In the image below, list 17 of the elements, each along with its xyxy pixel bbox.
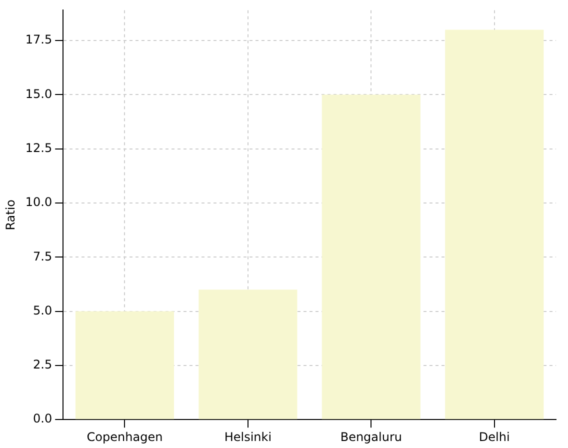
y-tick-label: 2.5 [33,358,52,372]
x-tick-label: Bengaluru [340,430,402,444]
y-tick-label: 10.0 [25,195,52,210]
bar [445,30,544,420]
bar [75,311,174,420]
y-tick-label: 7.5 [33,249,52,264]
y-axis-title: Ratio [3,199,18,230]
y-tick-label: 15.0 [25,86,52,101]
x-tick-label: Helsinki [224,430,272,444]
bar [322,94,420,420]
y-tick-label: 0.0 [33,412,52,426]
y-tick-label: 5.0 [33,303,52,318]
x-tick-label: Delhi [478,430,510,444]
x-tick-label: Copenhagen [86,430,163,444]
y-tick-label: 17.5 [25,32,52,47]
bar [198,290,298,420]
y-tick-label: 12.5 [25,140,52,155]
